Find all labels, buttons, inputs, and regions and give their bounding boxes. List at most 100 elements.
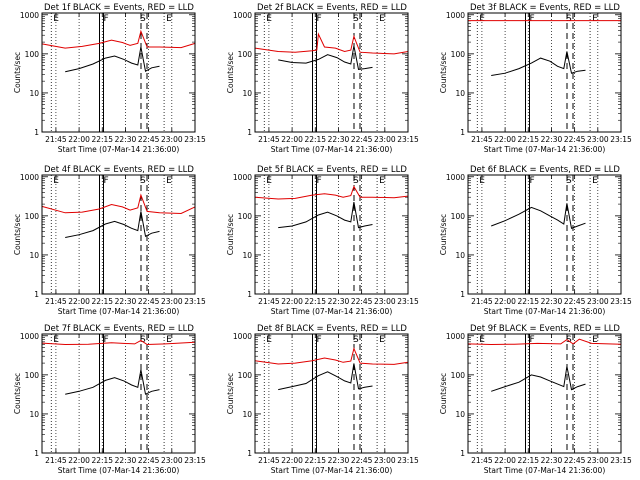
x-axis-label: Start Time (07-Mar-14 21:36:00): [484, 466, 606, 475]
events-series-line: [278, 363, 373, 391]
x-tick-label: 21:45: [471, 297, 493, 306]
marker-label: F: [104, 335, 109, 345]
y-tick-label: 1000: [20, 332, 39, 341]
x-tick-label: 22:15: [304, 297, 326, 306]
lld-series-line: [41, 339, 196, 346]
y-axis-label: Counts/sec: [13, 373, 22, 414]
y-tick-label: 10: [29, 251, 39, 260]
y-tick-label: 10: [242, 251, 252, 260]
marker-label: F: [104, 176, 109, 186]
y-axis-label: Counts/sec: [226, 373, 235, 414]
plot-frame: [254, 12, 409, 133]
x-tick-label: 22:30: [115, 135, 137, 144]
marker-label: F: [530, 176, 535, 186]
y-tick-label: 1000: [446, 332, 465, 341]
y-tick-label: 100: [238, 371, 253, 380]
x-tick-label: 23:15: [397, 297, 419, 306]
lld-series-line: [254, 185, 409, 200]
marker-label: S: [140, 176, 146, 186]
marker-label: S: [353, 176, 359, 186]
panel-title: Det 2f BLACK = Events, RED = LLD: [257, 3, 407, 13]
x-tick-label: 22:30: [328, 297, 350, 306]
marker-label: F: [104, 14, 109, 24]
x-tick-label: 23:00: [374, 456, 396, 465]
x-tick-label: 23:00: [161, 297, 183, 306]
x-tick-label: 23:15: [397, 456, 419, 465]
marker-label: F: [317, 176, 322, 186]
x-tick-label: 23:15: [610, 135, 632, 144]
y-tick-label: 1: [247, 290, 252, 299]
y-axis-label: Counts/sec: [226, 214, 235, 255]
x-tick-label: 22:45: [564, 456, 586, 465]
x-tick-label: 22:00: [281, 135, 303, 144]
x-tick-label: 22:15: [304, 456, 326, 465]
y-tick-label: 1: [34, 290, 39, 299]
x-tick-label: 23:15: [184, 456, 206, 465]
x-tick-label: 22:15: [91, 297, 113, 306]
y-tick-label: 10: [242, 410, 252, 419]
marker-label: E: [379, 14, 385, 24]
x-tick-label: 22:15: [304, 135, 326, 144]
x-tick-label: 23:15: [610, 456, 632, 465]
marker-label: F: [317, 335, 322, 345]
x-tick-label: 23:00: [161, 135, 183, 144]
y-tick-label: 10: [29, 89, 39, 98]
x-tick-label: 22:45: [138, 297, 160, 306]
events-series-line: [65, 369, 160, 395]
y-tick-label: 1: [460, 128, 465, 137]
x-tick-label: 22:45: [138, 135, 160, 144]
x-tick-label: 22:15: [517, 297, 539, 306]
lld-series-line: [254, 32, 409, 55]
panel-title: Det 7f BLACK = Events, RED = LLD: [44, 324, 194, 334]
x-tick-label: 22:30: [541, 135, 563, 144]
marker-label: E: [266, 335, 272, 345]
x-tick-label: 23:00: [587, 456, 609, 465]
x-tick-label: 22:00: [494, 456, 516, 465]
marker-label: E: [379, 335, 385, 345]
marker-label: F: [317, 14, 322, 24]
y-tick-label: 1000: [233, 11, 252, 20]
y-tick-label: 1000: [233, 173, 252, 182]
y-tick-label: 10: [29, 410, 39, 419]
events-series-line: [491, 203, 586, 229]
plot-frame: [41, 333, 196, 454]
x-tick-label: 22:30: [541, 456, 563, 465]
y-tick-label: 100: [451, 212, 466, 221]
x-tick-label: 22:30: [541, 297, 563, 306]
y-tick-label: 1000: [446, 173, 465, 182]
x-tick-label: 22:45: [351, 135, 373, 144]
x-tick-label: 23:15: [184, 135, 206, 144]
y-tick-label: 1: [34, 128, 39, 137]
x-tick-label: 22:00: [68, 297, 90, 306]
panel-title: Det 5f BLACK = Events, RED = LLD: [257, 165, 407, 175]
y-tick-label: 100: [238, 212, 253, 221]
y-tick-label: 1000: [20, 173, 39, 182]
y-tick-label: 1: [460, 449, 465, 458]
marker-label: E: [266, 176, 272, 186]
marker-label: E: [479, 14, 485, 24]
x-tick-label: 22:30: [328, 135, 350, 144]
marker-label: E: [53, 176, 59, 186]
x-tick-label: 23:00: [587, 135, 609, 144]
x-tick-label: 23:00: [161, 456, 183, 465]
events-series-line: [491, 51, 586, 76]
y-tick-label: 1000: [233, 332, 252, 341]
x-tick-label: 22:00: [68, 456, 90, 465]
y-tick-label: 100: [25, 371, 40, 380]
events-series-line: [65, 46, 160, 73]
x-axis-label: Start Time (07-Mar-14 21:36:00): [271, 466, 393, 475]
lld-series-line: [41, 29, 196, 49]
panel-title: Det 9f BLACK = Events, RED = LLD: [470, 324, 620, 334]
x-tick-label: 22:15: [517, 456, 539, 465]
events-series-line: [278, 45, 373, 70]
plot-frame: [41, 174, 196, 295]
y-axis-label: Counts/sec: [439, 214, 448, 255]
marker-label: E: [53, 335, 59, 345]
plot-frame: [254, 174, 409, 295]
